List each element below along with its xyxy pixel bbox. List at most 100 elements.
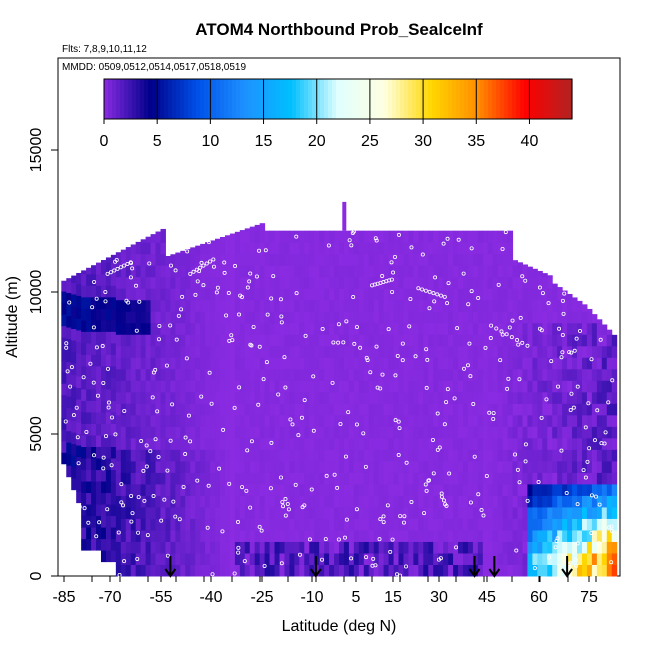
flight-track-point: [64, 341, 69, 346]
heatmap-cell: [175, 288, 181, 301]
heatmap-cell: [339, 460, 345, 473]
heatmap-cell: [343, 495, 350, 508]
heatmap-cell: [552, 437, 558, 450]
heatmap-cell: [324, 391, 330, 404]
heatmap-cell: [577, 437, 583, 450]
heatmap-cell: [329, 391, 335, 404]
flight-track-point: [425, 357, 430, 362]
heatmap-cell: [522, 437, 528, 450]
colorbar-swatch: [448, 79, 453, 119]
heatmap-cell: [358, 403, 365, 416]
flight-track-point: [365, 358, 370, 363]
heatmap-cell: [76, 491, 82, 504]
heatmap-cell: [601, 345, 608, 358]
heatmap-cell: [229, 437, 236, 450]
heatmap-cell: [175, 460, 181, 473]
heatmap-cell: [115, 265, 122, 278]
flight-track-point: [602, 441, 607, 446]
flight-track-point: [205, 525, 210, 530]
heatmap-cell: [314, 391, 320, 404]
colorbar-swatch: [564, 79, 569, 119]
heatmap-cell: [596, 541, 603, 554]
heatmap-cell: [215, 322, 221, 335]
heatmap-cell: [438, 518, 444, 531]
heatmap-cell: [135, 288, 142, 301]
x-tick-label: -40: [199, 589, 222, 606]
heatmap-cell: [284, 403, 290, 416]
heatmap-cell: [343, 414, 350, 427]
heatmap-cell: [185, 518, 191, 531]
heatmap-cell: [219, 518, 226, 531]
heatmap-cell: [254, 230, 261, 243]
heatmap-cell: [145, 368, 152, 381]
heatmap-cell: [413, 322, 419, 335]
flight-track-point: [573, 558, 578, 563]
heatmap-cell: [224, 265, 231, 278]
heatmap-cell: [294, 414, 300, 427]
heatmap-cell: [388, 391, 395, 404]
heatmap-cell: [334, 357, 340, 370]
heatmap-cell: [443, 265, 449, 278]
heatmap-cell: [572, 426, 578, 439]
heatmap-cell: [105, 308, 112, 321]
heatmap-cell: [423, 391, 429, 404]
heatmap-cell: [244, 242, 251, 255]
flight-track-point: [173, 514, 178, 519]
heatmap-cell: [438, 311, 444, 324]
heatmap-cell: [190, 299, 196, 312]
heatmap-cell: [150, 299, 157, 312]
heatmap-cell: [438, 483, 444, 496]
heatmap-cell: [339, 334, 345, 347]
colorbar-swatch: [440, 79, 445, 119]
heatmap-cell: [284, 311, 290, 324]
heatmap-cell: [135, 380, 142, 393]
flight-track-point: [139, 439, 144, 444]
heatmap-cell: [195, 391, 201, 404]
heatmap-cell: [438, 357, 444, 370]
heatmap-cell: [170, 288, 176, 301]
heatmap-cell: [408, 391, 414, 404]
heatmap-cell: [363, 460, 370, 473]
heatmap-cell: [497, 242, 504, 255]
heatmap-cell: [91, 296, 97, 309]
heatmap-cell: [200, 472, 206, 485]
heatmap-cell: [239, 529, 246, 542]
flight-track-point: [245, 285, 250, 290]
heatmap-cell: [334, 230, 340, 243]
heatmap-cell: [591, 414, 598, 427]
heatmap-cell: [482, 276, 489, 289]
heatmap-cell: [289, 299, 295, 312]
heatmap-cell: [373, 253, 380, 266]
heatmap-cell: [299, 368, 305, 381]
heatmap-cell: [562, 460, 568, 473]
heatmap-cell: [443, 472, 449, 485]
heatmap-cell: [210, 288, 216, 301]
heatmap-cell: [577, 506, 583, 519]
heatmap-cell: [577, 357, 583, 370]
heatmap-cell: [264, 426, 271, 439]
heatmap-cell: [547, 334, 553, 347]
heatmap-cell: [299, 265, 305, 278]
flight-track-point: [370, 563, 375, 568]
heatmap-cell: [185, 322, 191, 335]
heatmap-cell: [244, 345, 251, 358]
heatmap-cell: [145, 288, 152, 301]
heatmap-cell: [165, 495, 171, 508]
heatmap-cell: [398, 265, 404, 278]
heatmap-cell: [413, 506, 419, 519]
heatmap-cell: [502, 357, 509, 370]
heatmap-cell: [229, 506, 236, 519]
flight-track-point: [248, 271, 253, 276]
heatmap-cell: [195, 299, 201, 312]
heatmap-cell: [170, 276, 176, 289]
heatmap-cell: [115, 391, 122, 404]
heatmap-cell: [596, 345, 603, 358]
heatmap-cell: [462, 380, 469, 393]
heatmap-cell: [418, 311, 424, 324]
heatmap-cell: [462, 276, 469, 289]
heatmap-cell: [487, 276, 494, 289]
heatmap-cell: [403, 403, 409, 416]
heatmap-cell: [467, 506, 474, 519]
heatmap-cell: [249, 449, 256, 462]
heatmap-cell: [408, 334, 414, 347]
